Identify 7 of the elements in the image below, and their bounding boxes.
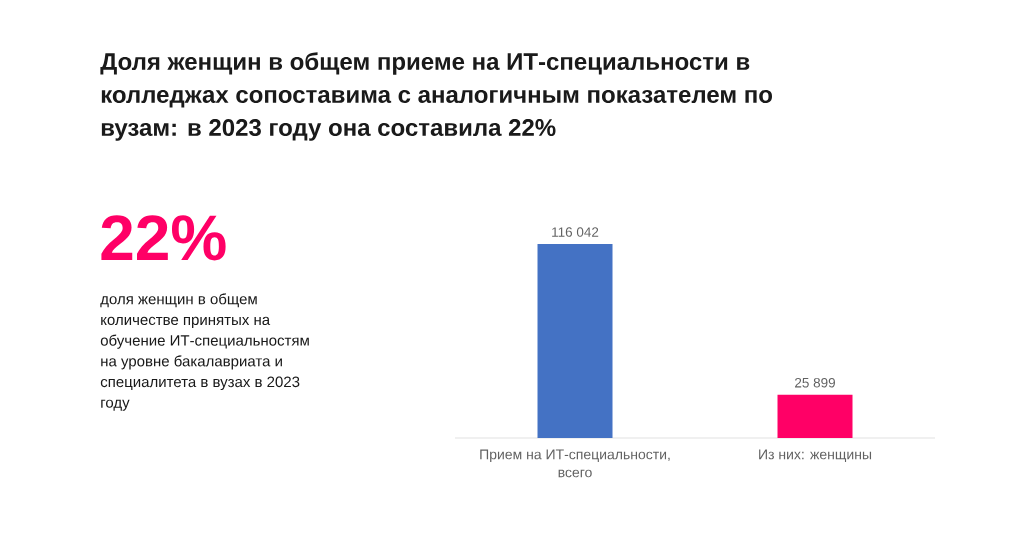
chart-title: Доля женщин в общем приеме на ИТ-специальности в колледжах сопоставима с аналогичным показателем по вузам: в 2023 году она составила 22% xyxy=(100,52,772,141)
text: 22% xyxy=(101,215,226,261)
x-tick-label: Из них: женщины xyxy=(759,449,872,462)
text: доля женщин в общем количестве принятых на обучение ИТ-специальностям на уровне бакалавриата и специалитета в вузах в 2023 году xyxy=(100,293,309,411)
x-tick-label: Прием на ИТ-специальности, всего xyxy=(480,449,670,478)
data-label: 25 899 xyxy=(795,377,835,388)
data-label: 116 042 xyxy=(552,227,599,237)
